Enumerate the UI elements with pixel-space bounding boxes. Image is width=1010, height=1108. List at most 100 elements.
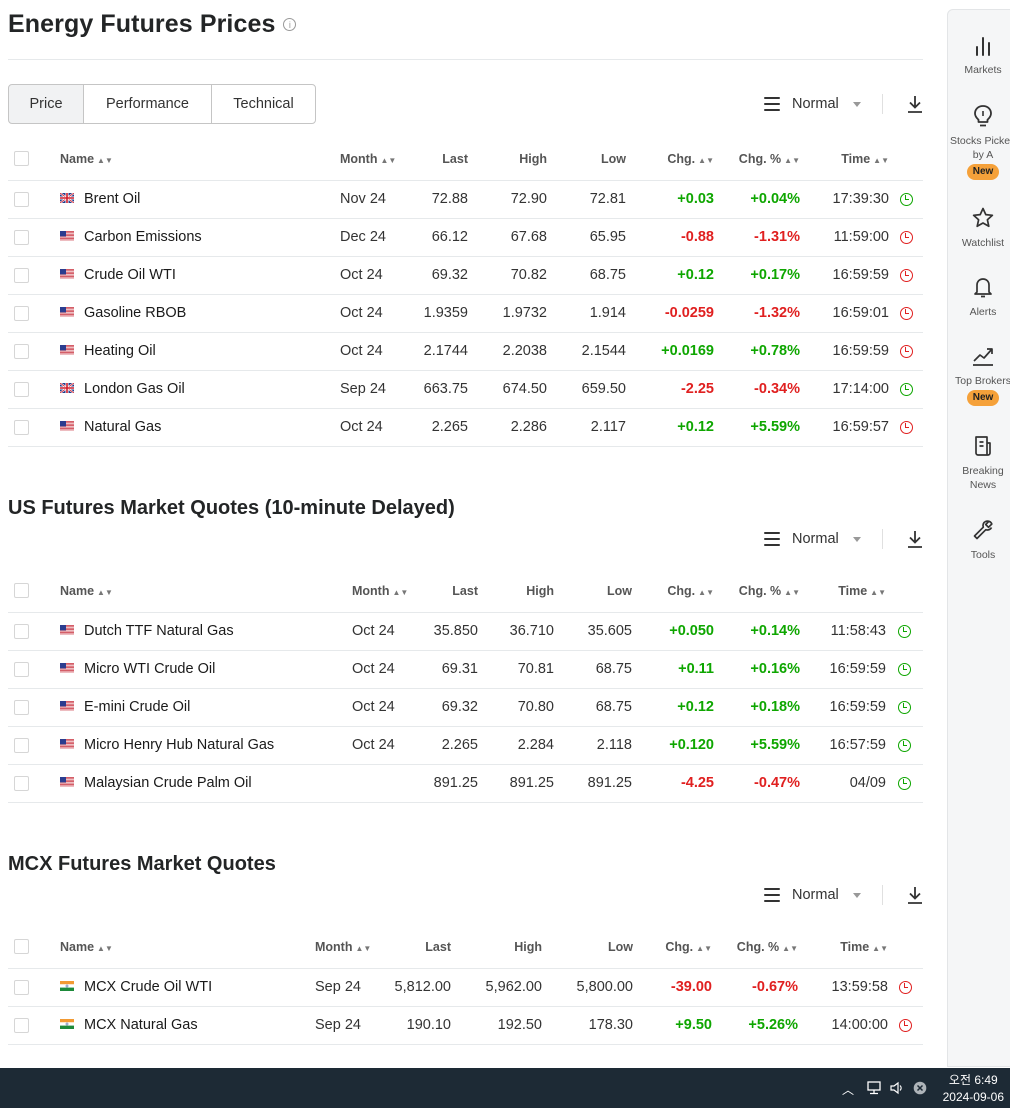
sidebar-item-watchlist[interactable]: Watchlist: [948, 206, 1010, 250]
row-checkbox[interactable]: [14, 775, 29, 791]
time-cell: 17:14:00: [800, 370, 889, 409]
table-row[interactable]: Carbon Emissions Dec 24 66.12 67.68 65.95 -0.…: [8, 218, 923, 257]
col-month[interactable]: Month ▲▼: [352, 570, 422, 613]
table-row[interactable]: Brent Oil Nov 24 72.88 72.90 72.81 +0.03 +0.04…: [8, 180, 923, 219]
row-checkbox[interactable]: [14, 1017, 29, 1033]
network-icon[interactable]: [866, 1081, 882, 1095]
col-chg-pct[interactable]: Chg. % ▲▼: [714, 570, 800, 613]
select-all-checkbox[interactable]: [14, 151, 29, 167]
table-row[interactable]: Micro Henry Hub Natural Gas Oct 24 2.265 2.…: [8, 726, 923, 765]
col-last[interactable]: Last: [410, 138, 468, 181]
table-row[interactable]: Dutch TTF Natural Gas Oct 24 35.850 36.710 3…: [8, 612, 923, 651]
col-name[interactable]: Name ▲▼: [60, 138, 340, 181]
table-row[interactable]: Heating Oil Oct 24 2.1744 2.2038 2.1544 +0.01…: [8, 332, 923, 371]
instrument-name[interactable]: MCX Natural Gas: [60, 1006, 315, 1045]
col-high[interactable]: High: [478, 570, 554, 613]
table-row[interactable]: Crude Oil WTI Oct 24 69.32 70.82 68.75 +0.12 +…: [8, 256, 923, 295]
col-chg[interactable]: Chg. ▲▼: [626, 138, 714, 181]
low-cell: 1.914: [547, 294, 626, 333]
row-checkbox[interactable]: [14, 229, 29, 245]
instrument-name[interactable]: MCX Crude Oil WTI: [60, 968, 315, 1007]
col-name[interactable]: Name ▲▼: [60, 926, 315, 969]
section-title-us: US Futures Market Quotes (10-minute Dela…: [8, 497, 455, 519]
row-checkbox[interactable]: [14, 737, 29, 753]
col-last[interactable]: Last: [422, 570, 478, 613]
col-low[interactable]: Low: [547, 138, 626, 181]
table-row[interactable]: Natural Gas Oct 24 2.265 2.286 2.117 +0.12 +5.…: [8, 408, 923, 447]
chevron-down-icon[interactable]: [852, 536, 861, 542]
chevron-down-icon[interactable]: [852, 101, 861, 107]
high-cell: 5,962.00: [451, 968, 542, 1007]
chg-pct-cell: +0.16%: [714, 650, 800, 689]
view-mode-select[interactable]: Normal: [792, 887, 839, 903]
row-checkbox[interactable]: [14, 191, 29, 207]
col-low[interactable]: Low: [554, 570, 632, 613]
select-all-checkbox[interactable]: [14, 939, 29, 955]
table-row[interactable]: Micro WTI Crude Oil Oct 24 69.31 70.81 68.75…: [8, 650, 923, 689]
instrument-name[interactable]: Crude Oil WTI: [60, 256, 340, 295]
col-chg[interactable]: Chg. ▲▼: [633, 926, 712, 969]
chevron-up-icon[interactable]: ︿: [842, 1083, 855, 1097]
table-row[interactable]: London Gas Oil Sep 24 663.75 674.50 659.50 -2…: [8, 370, 923, 409]
instrument-name[interactable]: Natural Gas: [60, 408, 340, 447]
col-time[interactable]: Time ▲▼: [800, 570, 886, 613]
view-mode-select[interactable]: Normal: [792, 96, 839, 112]
row-checkbox[interactable]: [14, 381, 29, 397]
instrument-name[interactable]: Brent Oil: [60, 180, 340, 219]
row-checkbox[interactable]: [14, 979, 29, 995]
row-checkbox[interactable]: [14, 419, 29, 435]
high-cell: 2.284: [478, 726, 554, 765]
col-chg-pct[interactable]: Chg. % ▲▼: [712, 926, 798, 969]
sidebar-item-alerts[interactable]: Alerts: [948, 275, 1010, 319]
row-checkbox[interactable]: [14, 623, 29, 639]
tab-performance[interactable]: Performance: [83, 84, 212, 124]
download-icon[interactable]: [906, 885, 924, 905]
instrument-name[interactable]: E-mini Crude Oil: [60, 688, 352, 727]
col-month[interactable]: Month ▲▼: [340, 138, 410, 181]
instrument-name[interactable]: London Gas Oil: [60, 370, 340, 409]
tab-price[interactable]: Price: [8, 84, 84, 124]
col-time[interactable]: Time ▲▼: [798, 926, 888, 969]
instrument-name[interactable]: Gasoline RBOB: [60, 294, 340, 333]
chevron-down-icon[interactable]: [852, 892, 861, 898]
info-icon[interactable]: i: [283, 18, 297, 31]
col-month[interactable]: Month ▲▼: [315, 926, 385, 969]
sidebar-item-top-brokers[interactable]: Top Brokers New: [948, 344, 1010, 406]
col-high[interactable]: High: [451, 926, 542, 969]
volume-icon[interactable]: [889, 1081, 905, 1095]
instrument-name[interactable]: Micro WTI Crude Oil: [60, 650, 352, 689]
instrument-name[interactable]: Malaysian Crude Palm Oil: [60, 764, 352, 803]
row-checkbox[interactable]: [14, 305, 29, 321]
row-checkbox[interactable]: [14, 699, 29, 715]
row-checkbox[interactable]: [14, 343, 29, 359]
close-circle-icon[interactable]: [913, 1081, 927, 1095]
table-row[interactable]: MCX Natural Gas Sep 24 190.10 192.50 178.30 +…: [8, 1006, 923, 1045]
sidebar-item-markets[interactable]: Markets: [948, 35, 1010, 77]
table-row[interactable]: E-mini Crude Oil Oct 24 69.32 70.80 68.75 +0.…: [8, 688, 923, 727]
row-checkbox[interactable]: [14, 661, 29, 677]
sidebar-item-tools[interactable]: Tools: [948, 518, 1010, 562]
col-name[interactable]: Name ▲▼: [60, 570, 352, 613]
instrument-name[interactable]: Dutch TTF Natural Gas: [60, 612, 352, 651]
col-high[interactable]: High: [468, 138, 547, 181]
row-checkbox[interactable]: [14, 267, 29, 283]
select-all-checkbox[interactable]: [14, 583, 29, 599]
col-last[interactable]: Last: [385, 926, 451, 969]
table-row[interactable]: Gasoline RBOB Oct 24 1.9359 1.9732 1.914 -0.0…: [8, 294, 923, 333]
tab-technical[interactable]: Technical: [211, 84, 316, 124]
download-icon[interactable]: [906, 529, 924, 549]
col-chg-pct[interactable]: Chg. % ▲▼: [714, 138, 800, 181]
col-chg[interactable]: Chg. ▲▼: [632, 570, 714, 613]
sidebar-item-stocks-picked[interactable]: Stocks Picked by A New: [948, 104, 1010, 180]
instrument-name[interactable]: Carbon Emissions: [60, 218, 340, 257]
download-icon[interactable]: [906, 94, 924, 114]
system-clock[interactable]: 오전 6:49 2024-09-06: [942, 1073, 1004, 1104]
table-row[interactable]: Malaysian Crude Palm Oil 891.25 891.25 891.…: [8, 764, 923, 803]
view-mode-select[interactable]: Normal: [792, 531, 839, 547]
instrument-name[interactable]: Heating Oil: [60, 332, 340, 371]
instrument-name[interactable]: Micro Henry Hub Natural Gas: [60, 726, 352, 765]
table-row[interactable]: MCX Crude Oil WTI Sep 24 5,812.00 5,962.00 5…: [8, 968, 923, 1007]
sidebar-item-breaking-news[interactable]: Breaking News: [948, 434, 1010, 492]
col-low[interactable]: Low: [542, 926, 633, 969]
col-time[interactable]: Time ▲▼: [800, 138, 889, 181]
